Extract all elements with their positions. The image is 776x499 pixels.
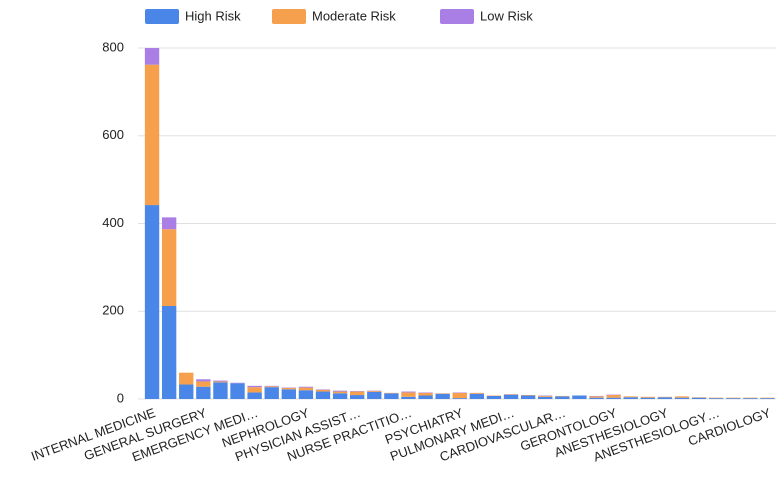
bar-segment — [520, 395, 536, 399]
bar-segment — [401, 392, 416, 397]
bar-segment — [538, 396, 553, 399]
y-tick-label: 600 — [102, 127, 124, 142]
bar-segment — [401, 396, 416, 399]
bar-segment — [486, 395, 502, 399]
bar-segment — [691, 397, 707, 399]
bar-segment — [469, 392, 485, 394]
bar-segment — [350, 391, 365, 396]
bar-segment — [623, 397, 638, 399]
bar-segment — [589, 397, 604, 399]
bar-segment — [657, 397, 673, 399]
legend-swatch — [272, 9, 306, 24]
bar-segment — [281, 389, 296, 399]
bar-segment — [298, 386, 314, 388]
bar-segment — [179, 372, 194, 385]
bar-segment — [196, 379, 211, 382]
bar-segment — [418, 392, 433, 396]
bar-segment — [264, 386, 279, 388]
bar-segment — [452, 398, 467, 399]
bar-segment — [213, 381, 228, 383]
y-tick-label: 200 — [102, 303, 124, 318]
bar-segment — [315, 389, 331, 392]
y-tick-label: 400 — [102, 215, 124, 230]
bar-segment — [247, 385, 262, 388]
bar-segment — [196, 386, 211, 399]
legend-label: High Risk — [185, 8, 241, 23]
bar-segment — [623, 396, 638, 398]
bar-segment — [452, 392, 467, 399]
bar-segment — [332, 390, 348, 392]
bar-segment — [332, 393, 348, 399]
bar-segment — [315, 391, 331, 399]
bar-segment — [418, 395, 433, 399]
bar-segment — [213, 380, 228, 382]
bar-segment — [435, 393, 450, 399]
bar-segment — [179, 384, 194, 399]
bar-segment — [350, 395, 365, 399]
bar-segment — [230, 383, 245, 399]
y-tick-label: 0 — [117, 390, 124, 405]
bar-segment — [144, 48, 160, 65]
bar-segment — [503, 394, 519, 399]
bar-segment — [674, 397, 690, 399]
bar-segment — [384, 393, 399, 399]
legend-swatch — [145, 9, 179, 24]
bar-segment — [144, 205, 160, 399]
y-tick-label: 800 — [102, 39, 124, 54]
bar-segment — [281, 388, 296, 390]
bar-segment — [606, 395, 621, 398]
bar-segment — [555, 396, 570, 399]
bar-segment — [144, 64, 160, 206]
bar-segment — [589, 396, 604, 398]
bar-segment — [726, 398, 741, 399]
bar-segment — [161, 305, 177, 399]
legend-label: Low Risk — [480, 8, 533, 23]
bar-segment — [367, 391, 382, 399]
bar-segment — [298, 387, 314, 391]
bar-segment — [213, 382, 228, 399]
legend-swatch — [440, 9, 474, 24]
bar-segment — [469, 393, 485, 399]
bar-segment — [332, 391, 348, 394]
bar-segment — [708, 398, 724, 399]
bar-segment — [760, 398, 775, 399]
bar-segment — [264, 387, 279, 399]
bar-segment — [247, 387, 262, 393]
bar-segment — [196, 381, 211, 387]
bar-segment — [572, 395, 587, 399]
bar-segment — [538, 395, 553, 397]
bar-segment — [674, 396, 690, 398]
bar-segment — [161, 217, 177, 230]
legend-label: Moderate Risk — [312, 8, 396, 23]
bar-segment — [640, 397, 655, 399]
bar-segment — [247, 392, 262, 399]
bar-segment — [161, 229, 177, 306]
bar-segment — [640, 396, 655, 398]
bar-segment — [401, 391, 416, 393]
bar-segment — [367, 391, 382, 392]
bar-segment — [743, 398, 758, 399]
bar-segment — [606, 397, 621, 399]
bar-segment — [298, 390, 314, 399]
